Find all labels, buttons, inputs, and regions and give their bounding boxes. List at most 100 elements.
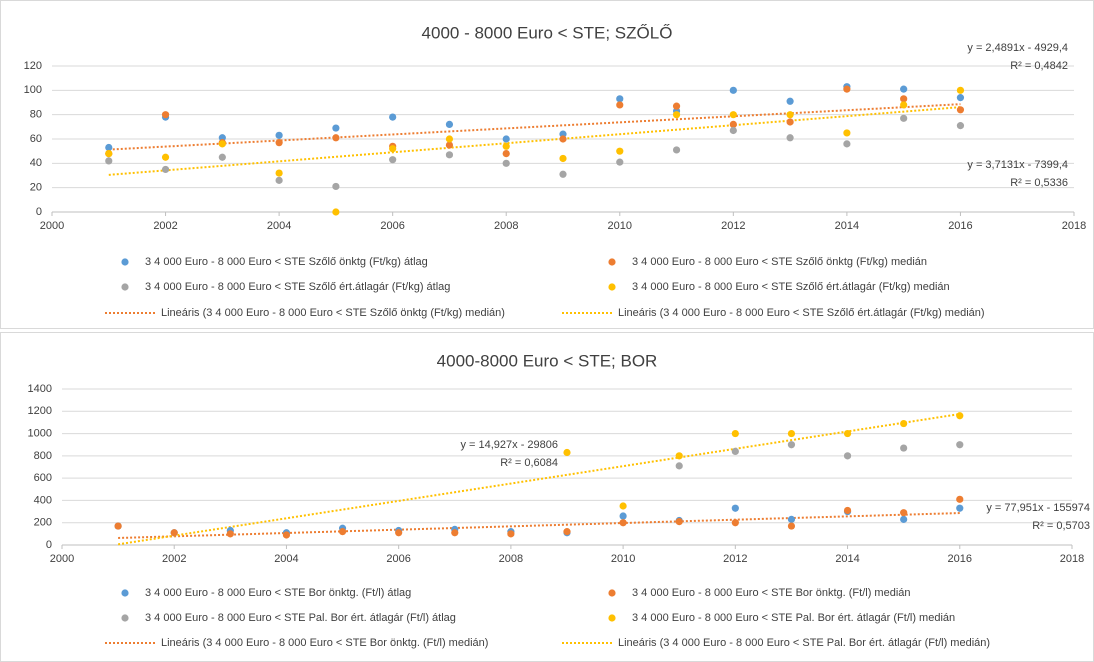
trendline xyxy=(118,512,960,539)
data-point xyxy=(332,208,340,216)
data-point xyxy=(787,522,796,530)
legend-marker xyxy=(608,589,616,597)
data-point xyxy=(672,102,681,110)
legend-label: 3 4 000 Euro - 8 000 Euro < STE Bor önkt… xyxy=(145,587,411,599)
data-point xyxy=(275,176,283,184)
data-point xyxy=(956,122,965,130)
y-tick-label: 60 xyxy=(30,133,42,145)
y-tick-label: 0 xyxy=(36,206,42,218)
y-tick-label: 20 xyxy=(30,182,42,194)
data-point xyxy=(502,135,510,143)
data-point xyxy=(729,111,737,119)
legend-label: 3 4 000 Euro - 8 000 Euro < STE Szőlő ér… xyxy=(632,281,950,293)
data-point xyxy=(161,165,170,174)
data-point xyxy=(675,452,683,460)
data-point xyxy=(900,95,908,103)
x-tick-label: 2010 xyxy=(611,553,635,565)
data-point xyxy=(956,106,965,114)
data-point xyxy=(731,519,739,527)
trend-equation: y = 14,927x - 29806 xyxy=(460,439,558,451)
y-tick-label: 1000 xyxy=(28,427,52,439)
y-tick-label: 40 xyxy=(30,157,42,169)
data-point xyxy=(787,429,796,438)
x-tick-label: 2006 xyxy=(380,220,404,232)
data-point xyxy=(218,153,226,161)
data-point xyxy=(170,529,178,537)
data-point xyxy=(787,515,796,523)
legend-label: 3 4 000 Euro - 8 000 Euro < STE Szőlő ön… xyxy=(145,256,428,268)
data-point xyxy=(275,139,283,147)
trend-r2: R² = 0,5703 xyxy=(1032,520,1090,532)
data-point xyxy=(900,114,908,122)
legend-label: Lineáris (3 4 000 Euro - 8 000 Euro < ST… xyxy=(618,307,985,319)
data-point xyxy=(338,528,347,536)
legend-label: Lineáris (3 4 000 Euro - 8 000 Euro < ST… xyxy=(618,637,990,649)
data-point xyxy=(105,150,113,158)
data-point xyxy=(956,94,965,102)
trend-equation: y = 2,4891x - 4929,4 xyxy=(967,42,1068,54)
data-point xyxy=(956,495,964,503)
data-point xyxy=(900,444,908,452)
data-point xyxy=(445,151,454,159)
data-point xyxy=(787,441,796,449)
data-point xyxy=(843,85,851,93)
data-point xyxy=(731,447,739,455)
data-point xyxy=(956,412,964,420)
legend-label: Lineáris (3 4 000 Euro - 8 000 Euro < ST… xyxy=(161,637,488,649)
chart-frame xyxy=(0,332,1094,662)
x-tick-label: 2014 xyxy=(835,553,859,565)
chart-title: 4000-8000 Euro < STE; BOR xyxy=(437,351,658,370)
data-point xyxy=(900,515,908,523)
data-point xyxy=(619,519,627,527)
x-tick-label: 2004 xyxy=(267,220,291,232)
x-tick-label: 2000 xyxy=(50,553,74,565)
y-tick-label: 100 xyxy=(24,84,42,96)
legend-marker xyxy=(121,589,129,597)
x-tick-label: 2006 xyxy=(386,553,410,565)
y-tick-label: 1400 xyxy=(28,383,52,395)
data-point xyxy=(672,111,681,119)
data-point xyxy=(502,159,510,167)
data-point xyxy=(619,512,627,520)
y-tick-label: 0 xyxy=(46,539,52,551)
x-tick-label: 2010 xyxy=(608,220,632,232)
x-tick-label: 2012 xyxy=(723,553,747,565)
legend-marker xyxy=(121,258,129,266)
x-tick-label: 2008 xyxy=(494,220,518,232)
data-point xyxy=(956,86,965,94)
data-point xyxy=(445,141,454,149)
x-tick-label: 2000 xyxy=(40,220,64,232)
x-tick-label: 2004 xyxy=(274,553,298,565)
data-point xyxy=(114,522,122,530)
y-tick-label: 600 xyxy=(34,472,52,484)
data-point xyxy=(445,120,454,128)
data-point xyxy=(389,113,397,121)
x-tick-label: 2002 xyxy=(153,220,177,232)
trend-r2: R² = 0,5336 xyxy=(1010,177,1068,189)
legend-label: 3 4 000 Euro - 8 000 Euro < STE Szőlő ön… xyxy=(632,256,927,268)
data-point xyxy=(675,518,683,526)
legend-marker xyxy=(608,258,616,266)
data-point xyxy=(729,120,737,128)
data-point xyxy=(563,528,571,536)
data-point xyxy=(563,448,571,457)
data-point xyxy=(616,95,624,103)
data-point xyxy=(786,111,794,119)
data-point xyxy=(731,429,739,438)
data-point xyxy=(900,85,908,93)
data-point xyxy=(900,509,908,517)
data-point xyxy=(786,118,794,126)
data-point xyxy=(502,142,510,150)
x-tick-label: 2002 xyxy=(162,553,186,565)
data-point xyxy=(451,529,459,537)
legend-marker xyxy=(121,614,129,622)
data-point xyxy=(507,530,515,538)
data-point xyxy=(161,111,170,119)
data-point xyxy=(843,429,852,438)
data-point xyxy=(226,530,234,538)
data-point xyxy=(843,129,851,137)
x-tick-label: 2018 xyxy=(1060,553,1084,565)
legend-label: 3 4 000 Euro - 8 000 Euro < STE Bor önkt… xyxy=(632,587,911,599)
data-point xyxy=(218,140,226,148)
x-tick-label: 2008 xyxy=(499,553,523,565)
